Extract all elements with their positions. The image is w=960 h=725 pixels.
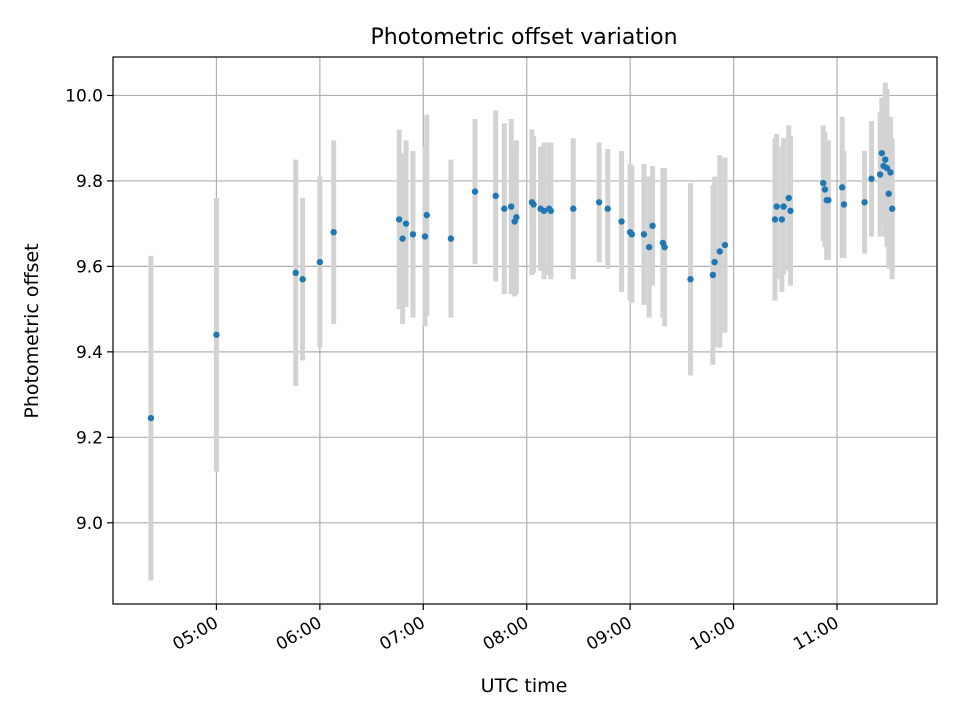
data-point	[595, 199, 603, 206]
plot-frame	[112, 56, 938, 605]
point-layer	[147, 149, 896, 422]
data-point	[501, 205, 508, 212]
data-point	[147, 414, 155, 422]
data-point	[640, 231, 648, 238]
data-point	[878, 149, 886, 157]
data-point	[618, 218, 625, 225]
data-point	[299, 276, 306, 283]
data-point	[570, 205, 577, 212]
data-point	[508, 203, 515, 210]
data-point	[840, 201, 848, 208]
data-point	[716, 248, 723, 255]
y-tick-label: 9.0	[76, 514, 103, 534]
data-point	[661, 243, 668, 251]
y-tick-label: 9.8	[76, 172, 103, 192]
data-point	[876, 171, 884, 178]
y-tick-label: 10.0	[65, 86, 103, 106]
data-point	[292, 269, 299, 277]
data-point	[409, 231, 417, 238]
data-point	[330, 229, 337, 236]
data-point	[645, 243, 653, 251]
y-tick-label: 9.2	[76, 428, 103, 448]
data-point	[399, 235, 406, 242]
data-point	[821, 186, 829, 193]
y-tick-label: 9.4	[76, 343, 103, 363]
data-point	[547, 207, 555, 215]
data-point	[649, 222, 656, 230]
data-point	[787, 207, 794, 215]
data-point	[773, 203, 780, 210]
data-point	[888, 205, 896, 212]
data-point	[421, 233, 429, 240]
data-point	[838, 184, 846, 191]
data-point	[771, 216, 779, 223]
data-point	[887, 169, 894, 176]
data-point	[882, 156, 889, 163]
data-point	[395, 216, 403, 223]
data-point	[213, 331, 220, 338]
data-point	[540, 207, 548, 215]
data-point	[885, 190, 892, 197]
chart-title: Photometric offset variation	[370, 25, 677, 50]
data-point	[316, 258, 324, 266]
data-point	[492, 192, 499, 200]
data-point	[721, 241, 729, 249]
data-point	[825, 196, 832, 204]
data-point	[447, 235, 455, 242]
data-point	[861, 199, 868, 206]
data-point	[423, 211, 430, 219]
data-point	[868, 175, 875, 182]
data-point	[780, 203, 787, 210]
data-point	[785, 194, 792, 202]
data-point	[687, 276, 694, 283]
y-axis-label: Photometric offset	[21, 243, 43, 418]
data-point	[709, 271, 717, 279]
data-point	[530, 201, 537, 208]
data-point	[513, 214, 520, 221]
grid-layer	[113, 57, 937, 604]
y-tick-label: 9.6	[76, 257, 103, 277]
data-point	[820, 179, 827, 187]
data-point	[471, 188, 479, 195]
data-point	[402, 220, 410, 227]
data-point	[628, 231, 636, 238]
data-point	[883, 164, 891, 172]
data-point	[604, 205, 611, 212]
x-axis-label: UTC time	[481, 675, 568, 697]
data-point	[711, 258, 718, 266]
data-point	[778, 216, 786, 223]
